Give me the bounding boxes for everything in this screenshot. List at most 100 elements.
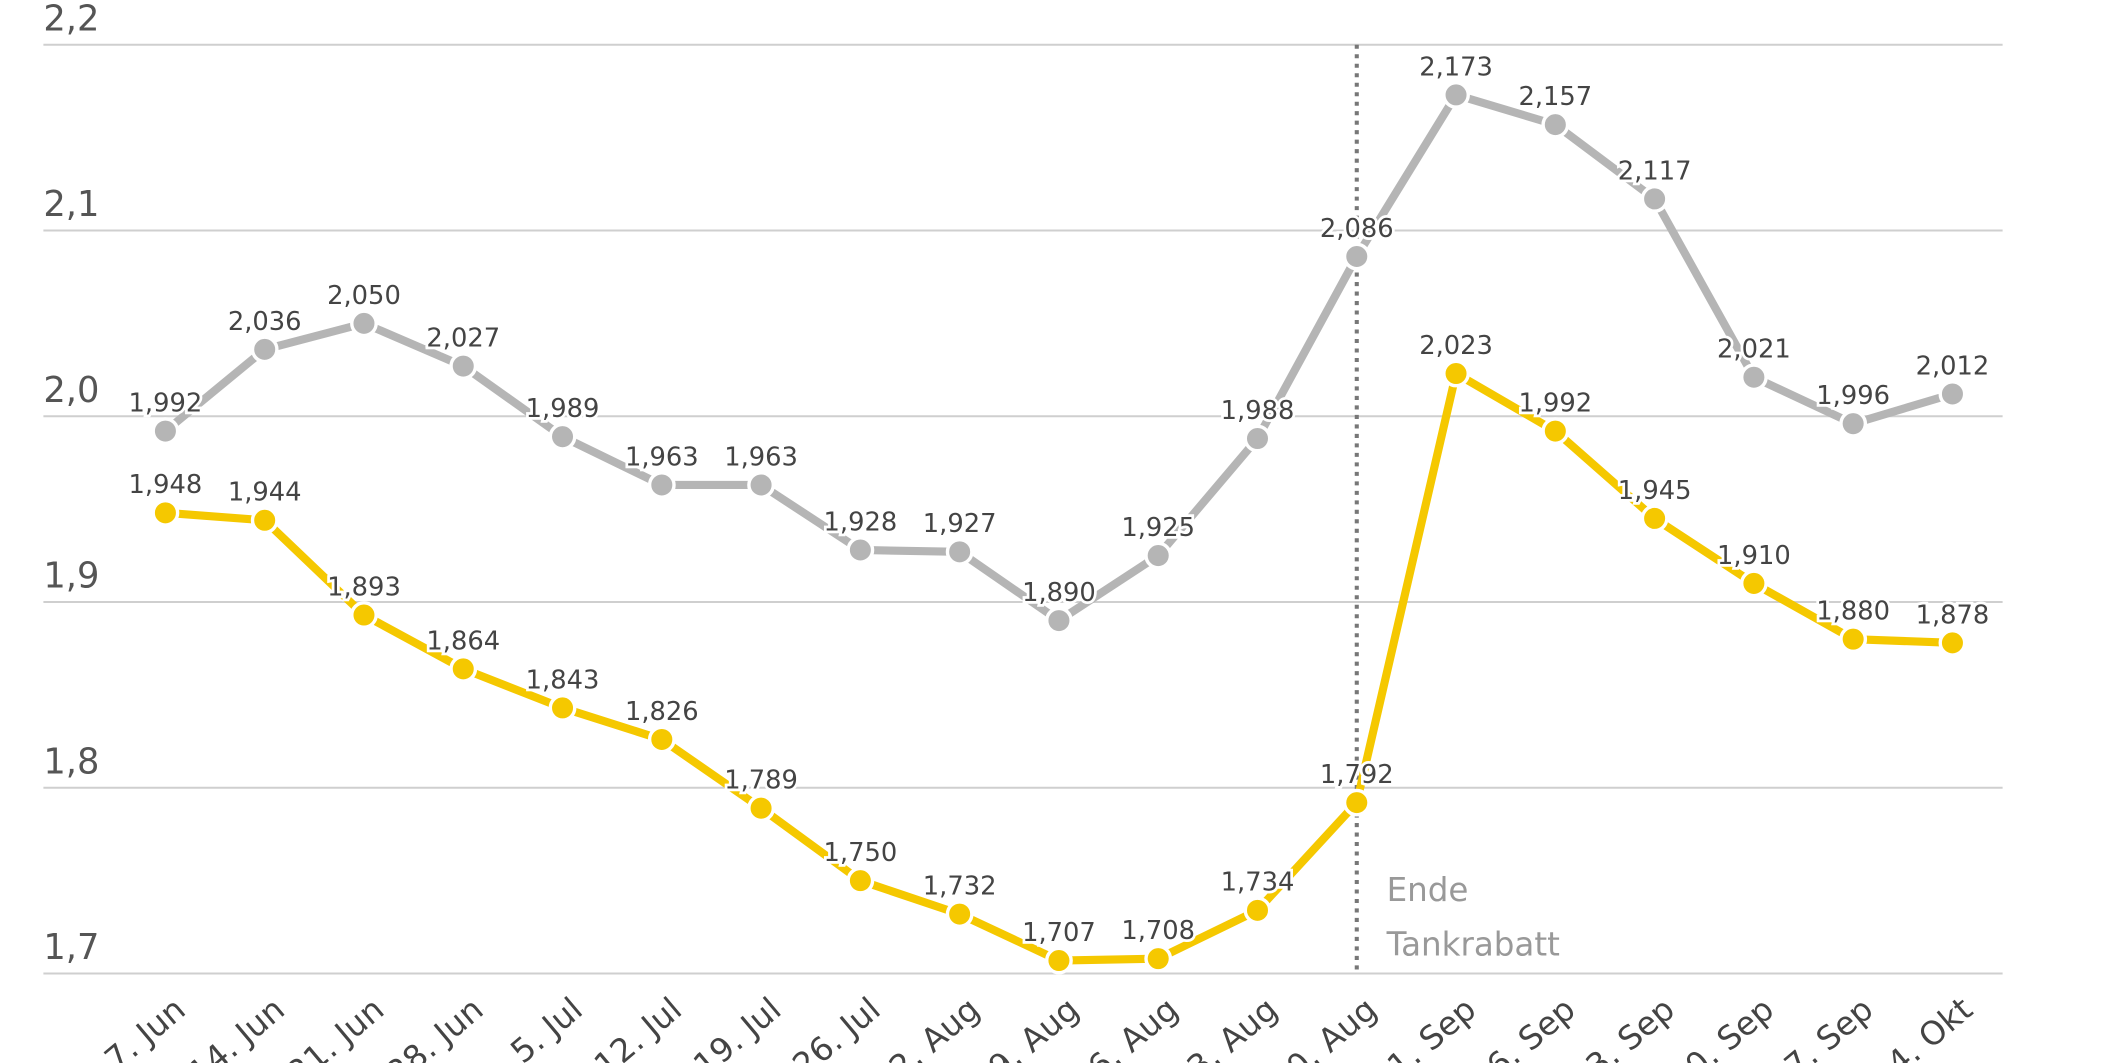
- x-tick-label: 7. Jun: [98, 990, 193, 1063]
- data-label: 1,988: [1221, 396, 1295, 426]
- data-label: 1,963: [724, 442, 798, 472]
- data-point: [350, 601, 378, 629]
- data-label: 1,843: [526, 665, 600, 695]
- data-label: 2,173: [1419, 52, 1493, 82]
- data-point: [548, 422, 577, 451]
- data-label: 1,708: [1121, 916, 1195, 946]
- y-tick-label: 2,0: [43, 370, 99, 411]
- data-point: [1739, 363, 1768, 392]
- data-point: [647, 471, 676, 499]
- data-point: [1442, 80, 1470, 109]
- data-point: [1243, 424, 1272, 453]
- data-label: 2,117: [1618, 156, 1692, 186]
- x-tick-label: 6. Sep: [1479, 990, 1582, 1063]
- data-point: [1541, 110, 1570, 139]
- x-tick-label: 4. Okt: [1880, 990, 1980, 1063]
- data-point: [548, 693, 577, 722]
- data-label: 1,927: [923, 509, 997, 539]
- data-point: [1938, 628, 1967, 657]
- data-label: 1,910: [1717, 541, 1791, 571]
- data-label: 2,050: [327, 281, 401, 311]
- data-point: [846, 866, 875, 895]
- data-label: 1,944: [228, 478, 302, 508]
- x-tick-label: 1. Sep: [1380, 990, 1483, 1063]
- data-point: [1839, 625, 1868, 654]
- data-point: [151, 417, 180, 446]
- data-label: 2,012: [1916, 351, 1990, 381]
- x-tick-label: 2. Aug: [882, 990, 987, 1063]
- x-tick-label: 13. Sep: [1563, 990, 1682, 1063]
- data-label: 1,989: [526, 394, 600, 424]
- data-point: [1640, 185, 1669, 213]
- data-label: 1,890: [1022, 578, 1096, 608]
- data-label: 1,928: [824, 507, 898, 537]
- data-point: [1243, 896, 1272, 925]
- data-label: 2,023: [1419, 331, 1493, 361]
- data-point: [1442, 359, 1470, 388]
- y-tick-label: 2,2: [43, 0, 99, 39]
- data-point: [449, 654, 478, 683]
- data-point: [747, 471, 775, 499]
- annotation-text: Ende: [1387, 871, 1469, 909]
- x-tick-label: 26. Jul: [786, 990, 888, 1063]
- x-tick-label: 20. Sep: [1662, 990, 1781, 1063]
- data-label: 1,893: [327, 572, 401, 602]
- data-label: 1,925: [1121, 513, 1195, 543]
- data-label: 2,021: [1717, 335, 1791, 365]
- data-point: [1342, 242, 1371, 271]
- data-label: 1,948: [129, 470, 203, 500]
- data-label: 1,734: [1221, 868, 1295, 898]
- data-label: 1,992: [1518, 388, 1592, 418]
- data-point: [1342, 788, 1371, 817]
- data-point: [1541, 417, 1570, 446]
- data-label: 2,027: [426, 323, 500, 353]
- data-point: [1045, 946, 1073, 975]
- x-tick-label: 14. Jun: [181, 990, 292, 1063]
- y-tick-label: 2,1: [43, 184, 99, 225]
- data-point: [449, 352, 478, 380]
- x-tick-label: 28. Jun: [380, 990, 491, 1063]
- data-point: [747, 794, 775, 823]
- y-tick-label: 1,8: [43, 741, 99, 782]
- data-label: 1,880: [1816, 597, 1890, 627]
- data-label: 1,878: [1916, 600, 1990, 630]
- data-point: [1739, 569, 1768, 598]
- data-point: [350, 309, 378, 338]
- data-label: 1,963: [625, 442, 699, 472]
- data-label: 1,945: [1618, 476, 1692, 506]
- x-tick-label: 27. Sep: [1761, 990, 1880, 1063]
- data-point: [1144, 541, 1173, 570]
- data-point: [250, 335, 279, 364]
- data-point: [846, 536, 875, 564]
- data-label: 1,864: [426, 626, 500, 656]
- data-label: 2,036: [228, 307, 302, 337]
- data-label: 1,750: [824, 838, 898, 868]
- data-label: 2,086: [1320, 214, 1394, 244]
- data-point: [945, 537, 974, 566]
- data-point: [151, 498, 180, 527]
- data-label: 1,792: [1320, 760, 1394, 790]
- x-tick-label: 12. Jul: [587, 990, 689, 1063]
- annotation-text: Tankrabatt: [1386, 925, 1560, 963]
- data-point: [1839, 409, 1868, 438]
- data-point: [647, 725, 676, 754]
- x-tick-label: 30. Aug: [1263, 990, 1384, 1063]
- data-point: [1640, 504, 1669, 533]
- data-point: [945, 900, 974, 928]
- data-point: [250, 506, 279, 535]
- x-tick-label: 21. Jun: [280, 990, 391, 1063]
- data-point: [1045, 606, 1073, 635]
- data-label: 2,157: [1518, 82, 1592, 112]
- data-label: 1,826: [625, 697, 699, 727]
- series-line: [165, 369, 1953, 965]
- x-tick-label: 16. Aug: [1065, 990, 1186, 1063]
- data-label: 1,789: [724, 766, 798, 796]
- y-tick-label: 1,9: [43, 556, 99, 597]
- x-tick-label: 9. Aug: [981, 990, 1086, 1063]
- x-tick-label: 19. Jul: [686, 990, 788, 1063]
- x-tick-label: 23. Aug: [1164, 990, 1285, 1063]
- data-label: 1,732: [923, 871, 997, 901]
- data-point: [1144, 944, 1173, 973]
